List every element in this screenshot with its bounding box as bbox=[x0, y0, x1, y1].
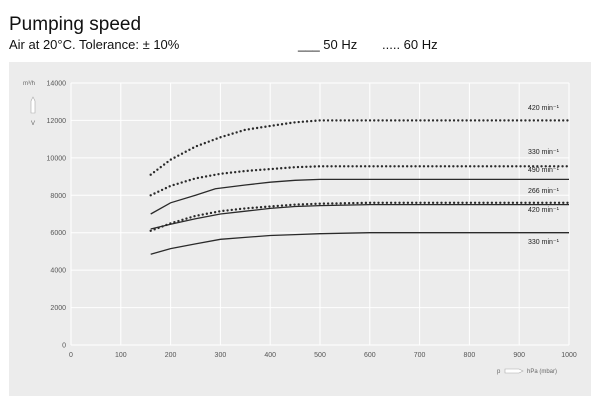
series-label-4: 266 min⁻¹ bbox=[528, 188, 560, 195]
chart-subtitle: Air at 20°C. Tolerance: ± 10% bbox=[9, 37, 180, 52]
y-axis-label: m³/h bbox=[23, 81, 35, 87]
series-line-1 bbox=[149, 119, 571, 176]
x-tick-label: 500 bbox=[314, 352, 326, 359]
x-axis-symbol: p bbox=[497, 369, 501, 375]
x-tick-label: 1000 bbox=[561, 352, 577, 359]
series-label-6: 330 min⁻¹ bbox=[528, 239, 560, 246]
chart-title: Pumping speed bbox=[9, 14, 142, 35]
legend-50hz: ___ 50 Hz bbox=[298, 37, 358, 52]
y-tick-label: 10000 bbox=[47, 155, 67, 162]
x-tick-label: 800 bbox=[464, 352, 476, 359]
x-tick-label: 600 bbox=[364, 352, 376, 359]
x-tick-label: 900 bbox=[513, 352, 525, 359]
y-tick-label: 0 bbox=[62, 343, 66, 350]
series-label-5: 420 min⁻¹ bbox=[528, 207, 560, 214]
series-labels: 420 min⁻¹ 330 min⁻¹ 490 min⁻¹ 266 min⁻¹ 420 … bbox=[528, 105, 560, 246]
tick-labels: 0 100 200 300 400 500 600 700 800 900 100002000400… bbox=[47, 81, 577, 360]
series-line-4 bbox=[149, 201, 571, 233]
y-tick-label: 8000 bbox=[50, 193, 66, 200]
x-tick-label: 100 bbox=[115, 352, 127, 359]
series-lines bbox=[149, 119, 571, 255]
y-tick-label: 2000 bbox=[50, 305, 66, 312]
y-tick-label: 6000 bbox=[50, 230, 66, 237]
pumping-speed-chart: m³/h Vp hPa (mbar) 0 100 200 300 400 500 600 700 8… bbox=[23, 81, 577, 376]
y-tick-label: 14000 bbox=[47, 81, 67, 88]
series-label-3: 490 min⁻¹ bbox=[528, 167, 560, 174]
x-tick-label: 200 bbox=[165, 352, 177, 359]
axes: m³/h Vp hPa (mbar) bbox=[23, 81, 557, 375]
y-axis-arrow-icon bbox=[30, 96, 36, 114]
y-axis-symbol: V bbox=[31, 121, 35, 127]
x-axis-label: hPa (mbar) bbox=[527, 369, 557, 375]
series-label-1: 420 min⁻¹ bbox=[528, 105, 560, 112]
series-line-3 bbox=[150, 178, 569, 215]
grid bbox=[70, 82, 570, 346]
series-line-5 bbox=[150, 203, 569, 230]
x-tick-label: 700 bbox=[414, 352, 426, 359]
y-tick-label: 4000 bbox=[50, 268, 66, 275]
series-line-2 bbox=[149, 165, 571, 197]
series-line-6 bbox=[150, 232, 569, 255]
x-axis-arrow-icon bbox=[504, 368, 524, 374]
series-label-2: 330 min⁻¹ bbox=[528, 149, 560, 156]
x-tick-label: 300 bbox=[215, 352, 227, 359]
legend-60hz: ..... 60 Hz bbox=[382, 37, 438, 52]
x-tick-label: 0 bbox=[69, 352, 73, 359]
x-tick-label: 400 bbox=[264, 352, 276, 359]
y-tick-label: 12000 bbox=[47, 118, 67, 125]
